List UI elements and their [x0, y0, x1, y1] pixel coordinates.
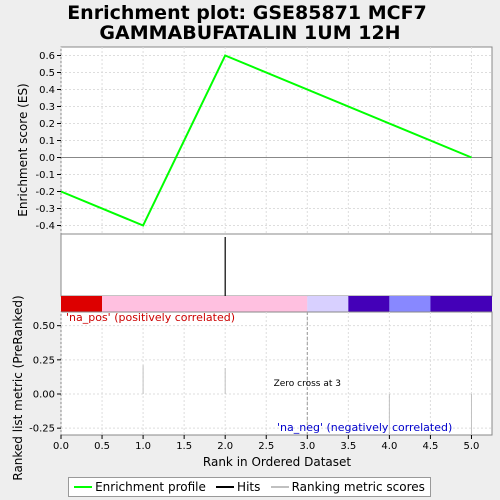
legend-swatch-profile: [74, 486, 92, 488]
es-y-axis-label: Enrichment score (ES): [16, 83, 30, 216]
positive-correlation-label: 'na_pos' (positively correlated): [66, 311, 235, 324]
x-tick-label: 1.0: [135, 441, 151, 452]
es-panel: 0.6 0.5 0.4 0.3 0.2 0.1 0.0 -0.1 -0.2 -0.3 -0.4: [35, 47, 492, 234]
zero-cross-label: Zero cross at 3: [274, 379, 341, 389]
legend-label-metric: Ranking metric scores: [292, 480, 425, 494]
legend: Enrichment profile Hits Ranking metric s…: [68, 477, 431, 497]
legend-item-profile: Enrichment profile: [74, 480, 206, 494]
plot-title-line2: GAMMABUFATALIN 1UM 12H: [99, 22, 400, 44]
es-y-tick-label: -0.4: [35, 221, 55, 232]
x-tick-label: 0.5: [94, 441, 110, 452]
legend-label-profile: Enrichment profile: [95, 480, 206, 494]
es-y-tick-label: 0.3: [39, 102, 55, 113]
es-y-tick-label: -0.1: [35, 170, 55, 181]
es-y-tick-label: 0.5: [39, 68, 55, 79]
es-y-tick-label: 0.6: [39, 51, 55, 62]
rank-band-segment: [61, 296, 102, 312]
es-y-tick-label: 0.2: [39, 119, 55, 130]
rank-band-segment: [348, 296, 389, 312]
metric-plot-area: [61, 312, 492, 435]
metric-y-tick-label: -0.25: [29, 424, 55, 435]
legend-item-hits: Hits: [216, 480, 260, 494]
x-tick-label: 5.0: [464, 441, 480, 452]
x-axis-label: Rank in Ordered Dataset: [203, 455, 351, 469]
x-tick-label: 0.0: [53, 441, 69, 452]
es-y-tick-label: -0.3: [35, 204, 55, 215]
x-tick-label: 3.5: [340, 441, 356, 452]
plot-title-line1: Enrichment plot: GSE85871 MCF7: [67, 2, 427, 24]
negative-correlation-label: 'na_neg' (negatively correlated): [277, 421, 452, 434]
x-tick-label: 4.0: [381, 441, 397, 452]
x-tick-label: 4.5: [422, 441, 438, 452]
es-y-tick-label: 0.4: [39, 85, 55, 96]
es-y-tick-label: 0.1: [39, 136, 55, 147]
metric-panel: 0.50 0.25 0.00 -0.25 Zero cross at 3 'na_pos'…: [29, 311, 492, 435]
x-tick-label: 2.0: [217, 441, 233, 452]
metric-y-tick-label: 0.25: [33, 355, 55, 366]
x-axis: 0.0 0.5 1.0 1.5 2.0 2.5 3.0 3.5 4.0 4.5 5.0: [53, 435, 479, 452]
rank-band-segment: [307, 296, 348, 312]
rank-band-segment: [389, 296, 430, 312]
legend-label-hits: Hits: [237, 480, 260, 494]
x-tick-label: 3.0: [299, 441, 315, 452]
legend-swatch-hits: [216, 486, 234, 488]
metric-y-axis-label: Ranked list metric (PreRanked): [11, 295, 25, 480]
metric-y-tick-label: 0.50: [33, 321, 55, 332]
es-y-tick-label: 0.0: [39, 153, 55, 164]
hits-plot-area: [61, 234, 492, 296]
metric-y-tick-label: 0.00: [33, 390, 55, 401]
x-tick-label: 1.5: [176, 441, 192, 452]
es-y-tick-label: -0.2: [35, 187, 55, 198]
hits-panel: [61, 234, 492, 312]
rank-band-segment: [102, 296, 307, 312]
x-tick-label: 2.5: [258, 441, 274, 452]
rank-band-segment: [430, 296, 492, 312]
legend-swatch-metric: [271, 486, 289, 488]
legend-item-metric: Ranking metric scores: [271, 480, 425, 494]
